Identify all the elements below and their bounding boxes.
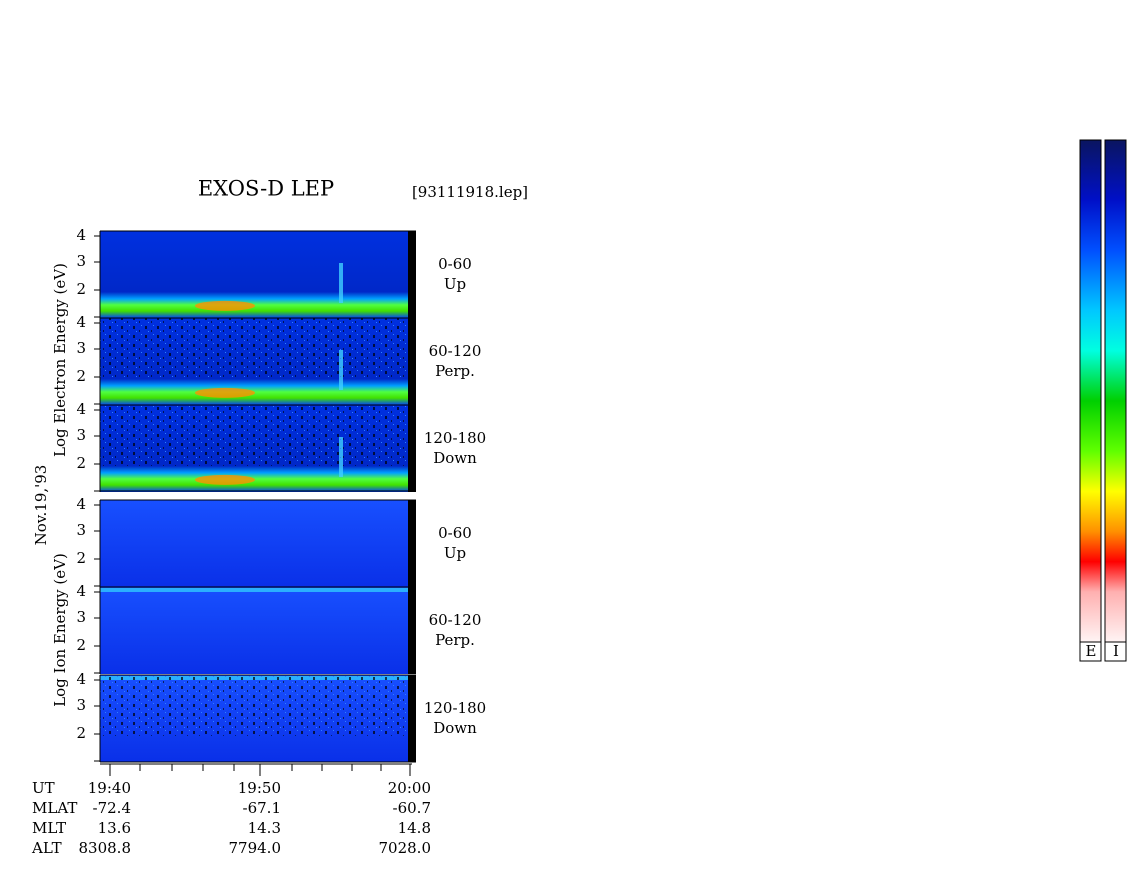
colorbar-label-box [1104,641,1127,662]
angle-label: 0-60 [438,524,472,542]
tick-label: 4 [76,313,86,331]
tick-label: 3 [76,339,86,357]
spectrogram [100,587,410,674]
hot-spot [195,300,255,311]
direction-label: Perp. [435,631,475,649]
spectrogram [100,500,410,587]
orbit-label: MLT [32,819,66,837]
orbit-value: -67.1 [243,799,281,817]
data-gap [408,318,416,405]
electron-axis-label: Log Electron Energy (eV) [51,263,69,457]
direction-label: Up [444,544,466,562]
orbit-value: 19:50 [238,779,281,797]
angle-label: 0-60 [438,255,472,273]
tick-label: 4 [76,495,86,513]
orbit-value: -72.4 [93,799,131,817]
data-gap [408,231,416,318]
tick-label: 3 [76,696,86,714]
title: EXOS-D LEP [198,177,334,201]
tick-label: 2 [76,367,86,385]
colorbar [1079,139,1102,643]
orbit-label: UT [32,779,55,797]
tick-label: 4 [76,582,86,600]
tick-label: 4 [76,400,86,418]
hot-spot [195,474,255,485]
orbit-value: 20:00 [388,779,431,797]
direction-label: Down [433,449,477,467]
colorbar [1104,139,1127,643]
orbit-value: 7794.0 [229,839,282,857]
angle-label: 60-120 [429,342,482,360]
tick-label: 3 [76,608,86,626]
date: Nov.19,'93 [32,465,50,546]
band [100,588,410,592]
direction-label: Up [444,275,466,293]
data-gap [408,675,416,762]
data-gap [408,587,416,674]
tick-label: 3 [76,426,86,444]
colorbar-label-box [1079,641,1102,662]
tick-label: 2 [76,454,86,472]
tick-label: 2 [76,280,86,298]
orbit-table: UT 19:40 19:50 20:00 MLAT -72.4 -67.1 -60.7 MLT 1… [31,779,431,857]
angle-label: 120-180 [424,429,486,447]
direction-label: Down [433,719,477,737]
tick-label: 2 [76,636,86,654]
spectrogram [100,231,410,318]
direction-label: Perp. [435,362,475,380]
colorbar-label: I [1113,642,1119,660]
orbit-value: 14.3 [248,819,281,837]
orbit-value: 14.8 [398,819,431,837]
orbit-value: 13.6 [98,819,131,837]
spectrograms: 4 3 2 0-60 Up 4 3 2 60-120 Perp. 4 3 2 120-180 Down 4 3 2… [76,226,486,763]
noise [100,318,410,379]
hot-spot [195,387,255,398]
file-name: [93111918.lep] [412,183,528,201]
tick-label: 4 [76,670,86,688]
tick-label: 3 [76,252,86,270]
orbit-label: ALT [31,839,62,857]
tick-label: 2 [76,724,86,742]
noise [100,405,410,466]
orbit-value: 19:40 [88,779,131,797]
tick-label: 3 [76,521,86,539]
time-axis [100,763,412,776]
orbit-label: MLAT [32,799,77,817]
tick-label: 4 [76,226,86,244]
orbit-value: 8308.8 [79,839,132,857]
orbit-value: 7028.0 [379,839,432,857]
noise [100,675,410,736]
data-gap [408,500,416,587]
spike [339,263,343,303]
tick-label: 2 [76,549,86,567]
data-gap [408,405,416,492]
orbit-value: -60.7 [393,799,431,817]
angle-label: 120-180 [424,699,486,717]
ion-axis-label: Log Ion Energy (eV) [51,553,69,707]
colorbar-label: E [1086,642,1097,660]
angle-label: 60-120 [429,611,482,629]
